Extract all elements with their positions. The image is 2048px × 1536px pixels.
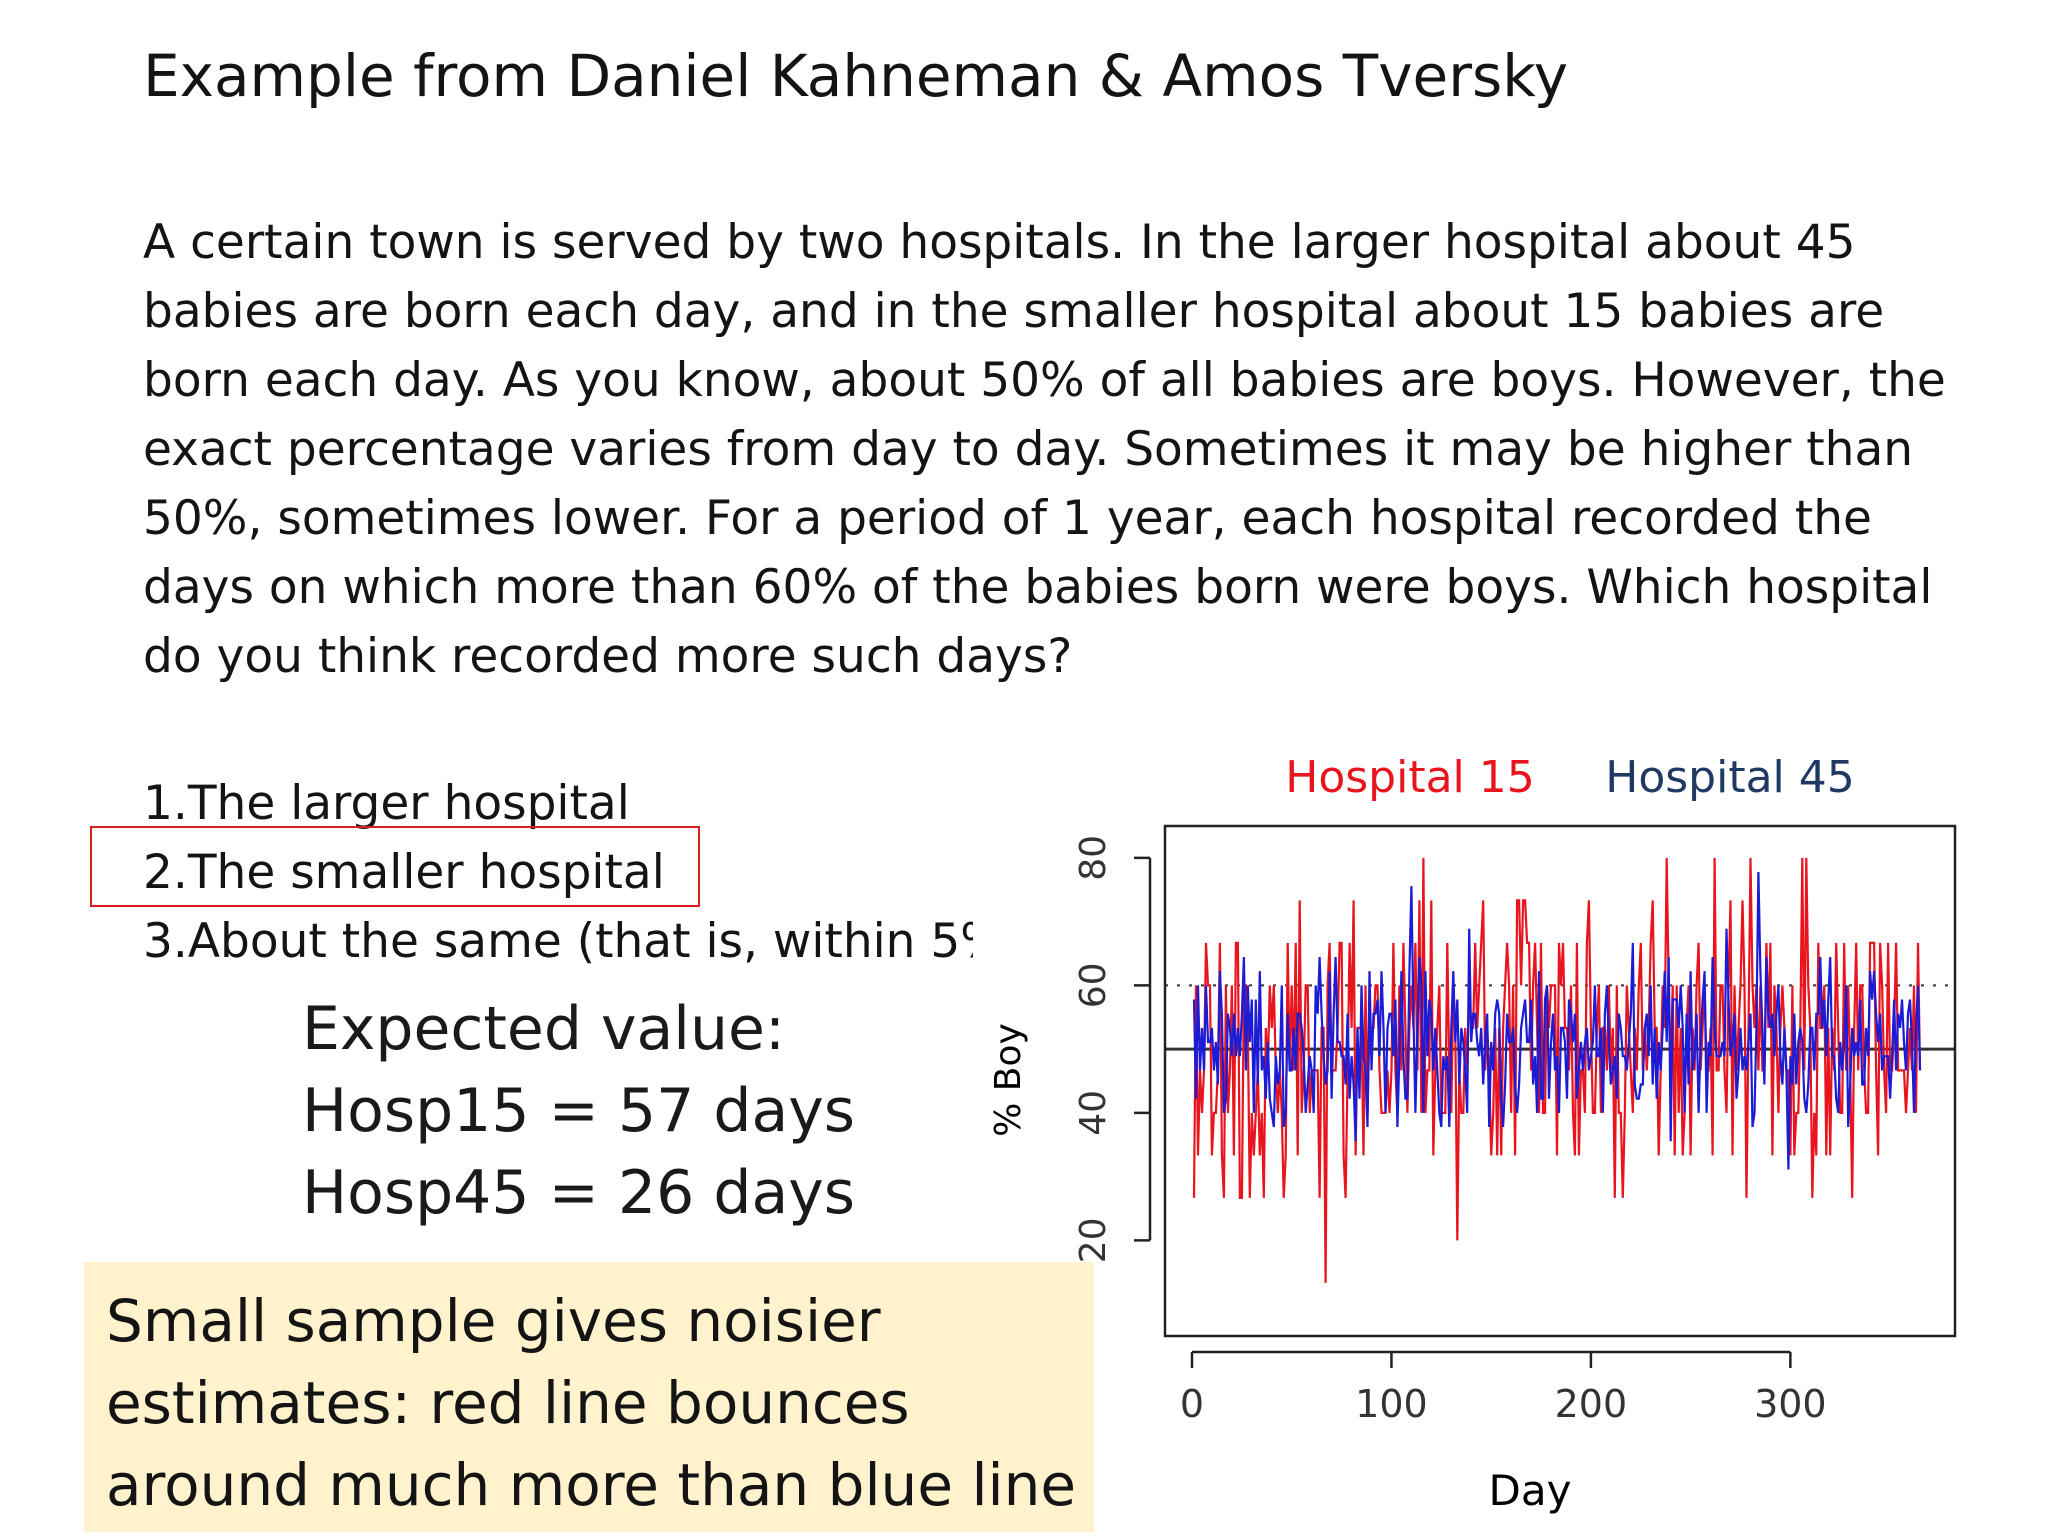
problem-paragraph: A certain town is served by two hospital… xyxy=(143,208,1946,691)
callout-line: Small sample gives noisier xyxy=(106,1287,881,1355)
legend-hospital-45: Hospital 45 xyxy=(1605,752,1855,803)
paragraph-line: born each day. As you know, about 50% of… xyxy=(143,353,1946,408)
callout-line: estimates: red line bounces xyxy=(106,1369,910,1437)
y-axis-label: % Boy xyxy=(988,1023,1029,1137)
y-tick-label: 60 xyxy=(1073,962,1114,1008)
x-axis: 0 100 200 300 xyxy=(1180,1350,1827,1426)
y-tick-label: 20 xyxy=(1073,1217,1114,1263)
x-tick-label: 300 xyxy=(1754,1382,1827,1426)
answer-options: 1.The larger hospital 2.The smaller hosp… xyxy=(143,769,973,979)
expected-heading: Expected value: xyxy=(302,994,786,1064)
paragraph-line: A certain town is served by two hospital… xyxy=(143,215,1856,270)
x-tick-label: 0 xyxy=(1180,1382,1204,1426)
hospital-boy-percentage-chart: Hospital 15 Hospital 45 0 100 200 300 20 40 6… xyxy=(988,752,1957,1515)
paragraph-line: 50%, sometimes lower. For a period of 1 … xyxy=(143,491,1872,546)
x-tick-label: 100 xyxy=(1355,1382,1428,1426)
plot-frame xyxy=(1163,824,1957,1338)
option-larger-hospital: 1.The larger hospital xyxy=(143,776,630,831)
expected-hosp45: Hosp45 = 26 days xyxy=(302,1158,855,1228)
takeaway-callout: Small sample gives noisier estimates: re… xyxy=(84,1262,1094,1532)
paragraph-line: babies are born each day, and in the sma… xyxy=(143,284,1885,339)
expected-value-block: Expected value: Hosp15 = 57 days Hosp45 … xyxy=(302,988,855,1234)
paragraph-line: days on which more than 60% of the babie… xyxy=(143,560,1933,615)
y-tick-label: 80 xyxy=(1073,835,1114,881)
x-axis-label: Day xyxy=(1489,1466,1572,1515)
slide-title: Example from Daniel Kahneman & Amos Tver… xyxy=(143,42,1569,110)
series-hospital-45-line xyxy=(1192,871,1922,1170)
y-tick-label: 40 xyxy=(1073,1090,1114,1136)
paragraph-line: do you think recorded more such days? xyxy=(143,629,1073,684)
correct-answer-highlight xyxy=(90,826,700,907)
y-axis: 20 40 60 80 xyxy=(1073,835,1152,1263)
paragraph-line: exact percentage varies from day to day.… xyxy=(143,422,1914,477)
expected-hosp15: Hosp15 = 57 days xyxy=(302,1076,855,1146)
x-tick-label: 200 xyxy=(1555,1382,1628,1426)
option-smaller-hospital: 2.The smaller hospital xyxy=(143,845,665,900)
callout-line: around much more than blue line xyxy=(106,1451,1077,1519)
legend-hospital-15: Hospital 15 xyxy=(1285,752,1535,803)
series-lines xyxy=(1192,857,1922,1283)
option-about-same: 3.About the same (that is, within 5% xyxy=(143,914,973,969)
